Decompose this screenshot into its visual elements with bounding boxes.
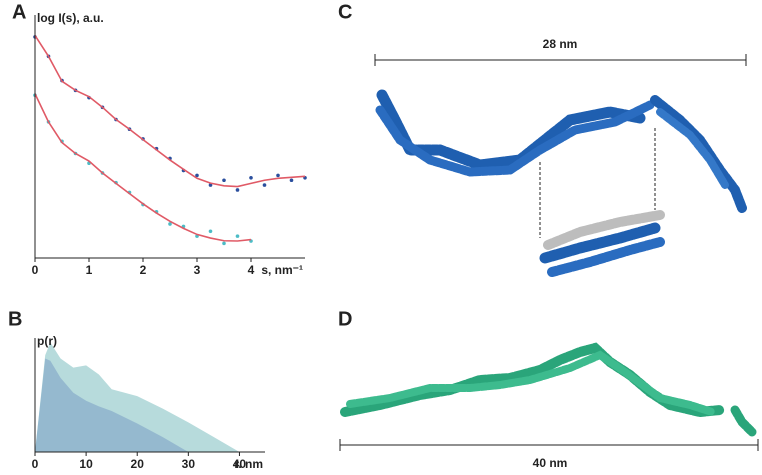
helix — [656, 108, 729, 189]
x-tick-label: 0 — [32, 263, 39, 277]
x-tick-label: 4 — [248, 263, 255, 277]
helix — [375, 100, 655, 177]
data-point — [195, 173, 199, 178]
data-point — [222, 241, 226, 246]
area — [35, 358, 189, 452]
y-axis-label: p(r) — [37, 334, 57, 348]
x-tick-label: 20 — [131, 457, 145, 471]
data-point — [208, 229, 213, 234]
helix — [543, 210, 665, 250]
structure-c: 28 nm — [374, 37, 747, 277]
data-point — [235, 234, 240, 238]
helix — [376, 89, 646, 171]
fit-line — [34, 93, 252, 242]
structure-d: 40 nm — [339, 342, 759, 470]
x-tick-label: 1 — [86, 263, 93, 277]
x-tick-label: 40 — [233, 457, 247, 471]
x-tick-label: 10 — [79, 457, 93, 471]
helix — [547, 237, 665, 277]
data-point — [262, 183, 267, 187]
data-point — [289, 178, 294, 183]
data-point — [222, 178, 226, 183]
panel-label: A — [12, 1, 26, 23]
helix — [730, 405, 757, 437]
panel-label: C — [338, 1, 352, 23]
fit-line — [34, 34, 306, 188]
scale-label: 28 nm — [543, 37, 578, 51]
panel-label: B — [8, 308, 22, 330]
panel-label: D — [338, 308, 352, 330]
data-point — [276, 173, 280, 178]
x-tick-label: 0 — [32, 457, 39, 471]
x-tick-label: 2 — [140, 263, 147, 277]
helix — [539, 222, 661, 264]
data-point — [168, 222, 172, 226]
y-axis-label: log I(s), a.u. — [37, 11, 104, 25]
data-point — [249, 176, 253, 180]
helix — [346, 350, 716, 416]
scale-label: 40 nm — [533, 456, 568, 470]
x-axis-label: s, nm⁻¹ — [261, 263, 303, 277]
x-tick-label: 30 — [182, 457, 196, 471]
data-point — [208, 183, 213, 187]
x-tick-label: 3 — [194, 263, 201, 277]
x-axis-label: r. nm — [234, 457, 263, 471]
data-point — [235, 188, 240, 192]
